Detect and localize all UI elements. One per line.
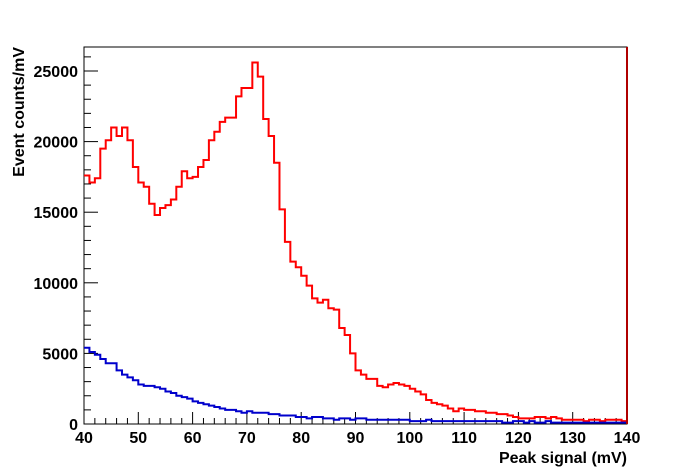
y-tick-label: 25000 [34,64,79,81]
y-tick-label: 15000 [34,205,79,222]
x-axis-title: Peak signal (mV) [499,450,627,467]
series-layer [84,61,627,424]
x-tick-label: 90 [347,430,365,447]
histogram-series-1 [84,61,627,423]
y-tick-label: 0 [69,417,78,434]
x-tick-label: 120 [505,430,532,447]
x-tick-label: 40 [75,430,93,447]
x-tick-label: 140 [614,430,641,447]
y-tick-label: 10000 [34,276,79,293]
x-axis: 40 50 60 70 80 90 100 110 120 130 140 [75,412,640,447]
y-axis: 0 5000 10000 15000 20000 25000 [34,56,98,434]
x-tick-label: 70 [238,430,256,447]
x-tick-label: 60 [184,430,202,447]
y-tick-label: 20000 [34,135,79,152]
histogram-series-2 [84,346,627,424]
y-tick-label: 5000 [42,346,78,363]
x-tick-label: 130 [559,430,586,447]
x-tick-label: 50 [129,430,147,447]
x-tick-label: 110 [451,430,477,447]
y-axis-title: Event counts/mV [11,47,28,177]
x-tick-label: 100 [396,430,423,447]
x-tick-label: 80 [292,430,310,447]
